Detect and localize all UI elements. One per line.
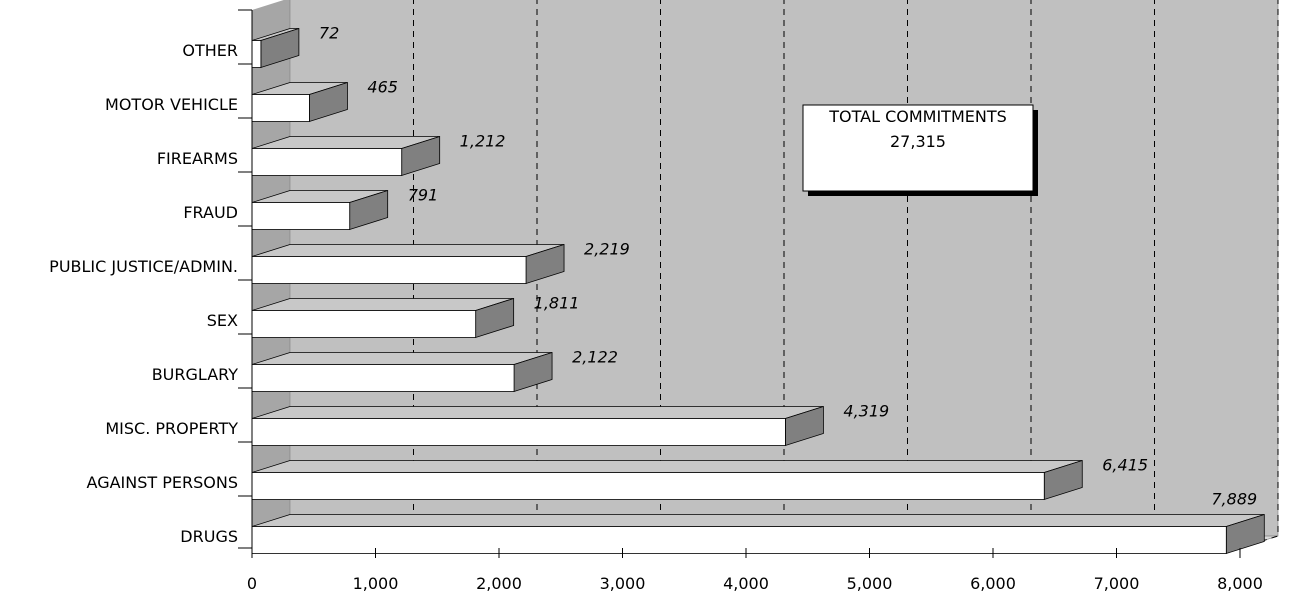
annotation-total: 27,315 (890, 132, 946, 151)
data-label: 6,415 (1102, 456, 1148, 475)
bar-front (251, 526, 1227, 554)
bar-front (251, 472, 1045, 500)
bar-front (251, 256, 527, 284)
category-label: PUBLIC JUSTICE/ADMIN. (49, 257, 238, 276)
data-label: 4,319 (843, 402, 889, 421)
bar (251, 405, 824, 447)
data-label: 72 (319, 24, 339, 43)
data-label: 465 (367, 78, 398, 97)
category-label: OTHER (182, 41, 238, 60)
x-tick-label: 1,000 (353, 574, 399, 593)
x-tick-label: 2,000 (476, 574, 522, 593)
category-label: BURGLARY (152, 365, 239, 384)
category-label: DRUGS (180, 527, 238, 546)
annotation-title: TOTAL COMMITMENTS (828, 107, 1007, 126)
bar-top (251, 514, 1265, 527)
category-label: SEX (207, 311, 238, 330)
bar (251, 27, 300, 69)
data-label: 791 (408, 186, 439, 205)
bar-top (251, 244, 565, 257)
x-tick-label: 3,000 (600, 574, 646, 593)
bar-front (251, 94, 310, 122)
category-label: MOTOR VEHICLE (105, 95, 238, 114)
floor-gridline (1239, 535, 1279, 549)
bar-top (251, 460, 1083, 473)
bar (251, 189, 389, 231)
bar-front (251, 40, 262, 68)
bar (251, 243, 565, 285)
bar-front (251, 202, 351, 230)
x-tick-label: 6,000 (970, 574, 1016, 593)
bar-front (251, 364, 515, 392)
bar (251, 135, 441, 177)
data-label: 2,122 (572, 348, 618, 367)
bar-front (251, 310, 477, 338)
x-tick-label: 5,000 (847, 574, 893, 593)
bar-top (251, 352, 553, 365)
data-label: 1,811 (534, 294, 580, 313)
bar (251, 81, 348, 123)
x-tick-label: 4,000 (723, 574, 769, 593)
data-label: 7,889 (1211, 490, 1257, 509)
bar (251, 351, 553, 393)
annotation-box (802, 104, 1034, 192)
x-tick-label: 8,000 (1217, 574, 1263, 593)
bar-front (251, 148, 403, 176)
data-label: 2,219 (584, 240, 630, 259)
bar (251, 297, 515, 339)
category-label: FIREARMS (157, 149, 238, 168)
x-tick-label: 0 (247, 574, 257, 593)
total-commitments-box: TOTAL COMMITMENTS 27,315 (802, 104, 1038, 196)
category-label: MISC. PROPERTY (105, 419, 238, 438)
bar-front (251, 418, 786, 446)
bar (251, 459, 1083, 501)
axes: OTHER MOTOR VEHICLE FIREARMS FRAUD PUBLIC JU… (49, 9, 1263, 593)
bar-top (251, 406, 824, 419)
bars: 72 465 1,212 791 2,219 1,811 2,122 4,319 6,415 7,… (251, 24, 1265, 555)
category-label: FRAUD (183, 203, 238, 222)
bar (251, 513, 1265, 555)
bar-top (251, 298, 514, 311)
data-label: 1,212 (460, 132, 506, 151)
x-tick-label: 7,000 (1094, 574, 1140, 593)
category-label: AGAINST PERSONS (87, 473, 238, 492)
